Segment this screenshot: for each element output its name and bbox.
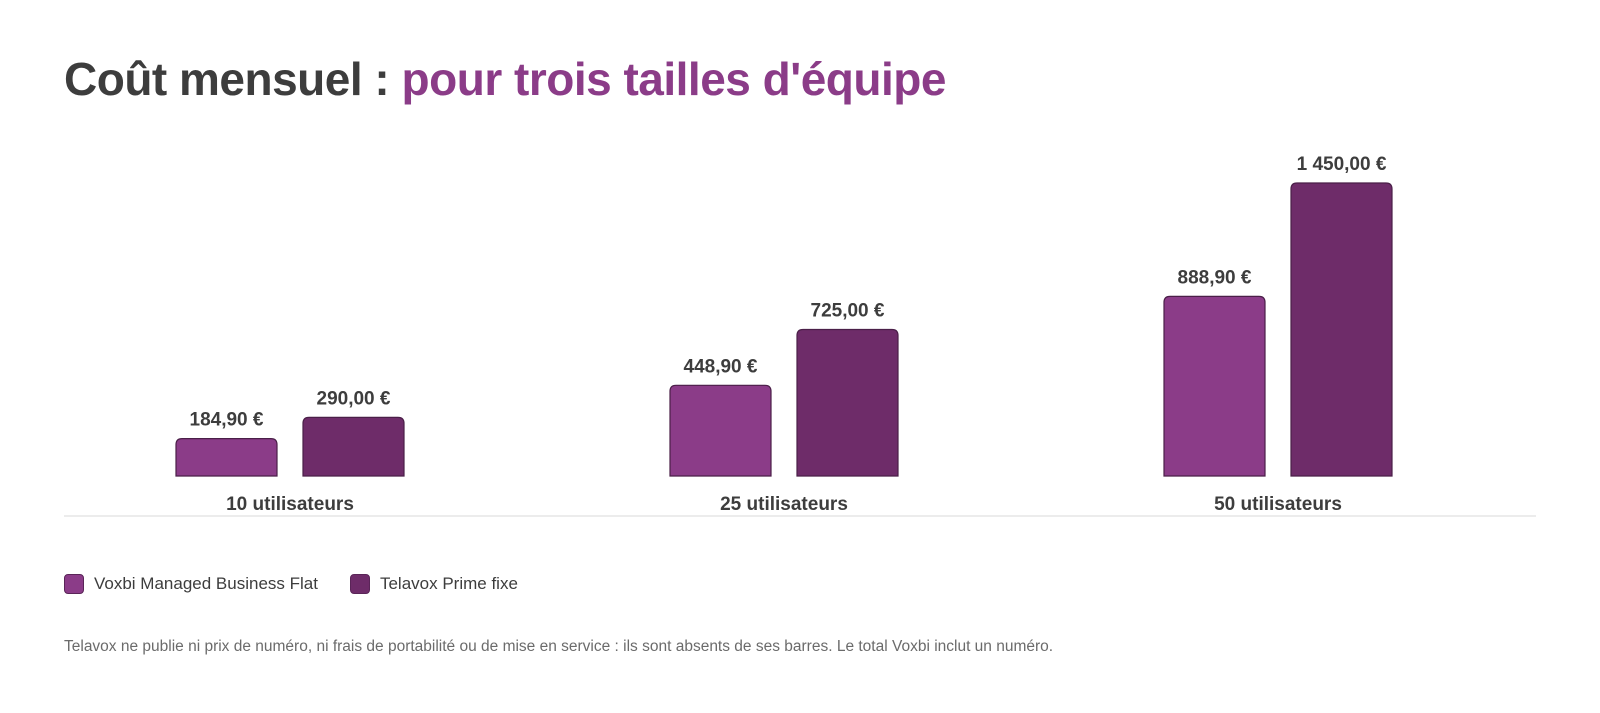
bar-voxbi-0	[175, 438, 278, 477]
legend-swatch-voxbi	[64, 574, 84, 594]
legend-item-telavox: Telavox Prime fixe	[349, 574, 518, 594]
chart-title: Coût mensuel : pour trois tailles d'équi…	[64, 52, 946, 106]
legend-item-voxbi: Voxbi Managed Business Flat	[64, 574, 318, 594]
category-label: 25 utilisateurs	[720, 494, 848, 515]
bar-voxbi-2	[1163, 295, 1266, 477]
bar-value-label: 1 450,00 €	[1297, 154, 1387, 175]
bar-voxbi-1	[669, 384, 772, 477]
bar-telavox-1	[796, 328, 899, 477]
footnote: Telavox ne publie ni prix de numéro, ni …	[64, 638, 1054, 655]
bar-value-label: 290,00 €	[317, 388, 391, 409]
chart-title-main: Coût mensuel :	[64, 53, 402, 105]
bar-value-label: 184,90 €	[190, 410, 264, 431]
chart-svg: 184,90 € 448,90 € 888,90 € 290,00 € 725,00 €…	[64, 154, 1536, 517]
chart-title-accent: pour trois tailles d'équipe	[401, 53, 947, 105]
bar-value-label: 888,90 €	[1178, 267, 1252, 288]
legend-label-telavox: Telavox Prime fixe	[379, 574, 518, 593]
legend: Voxbi Managed Business Flat Telavox Prim…	[64, 574, 518, 594]
bar-telavox-2	[1290, 182, 1393, 477]
legend-label-voxbi: Voxbi Managed Business Flat	[94, 574, 318, 593]
bar-chart: 184,90 € 448,90 € 888,90 € 290,00 € 725,00 €…	[64, 154, 1536, 517]
category-label: 50 utilisateurs	[1214, 494, 1342, 515]
bar-telavox-0	[302, 416, 405, 477]
bar-value-label: 448,90 €	[684, 356, 758, 377]
category-label: 10 utilisateurs	[226, 494, 354, 515]
bar-value-label: 725,00 €	[811, 301, 885, 322]
legend-swatch-telavox	[349, 574, 370, 594]
